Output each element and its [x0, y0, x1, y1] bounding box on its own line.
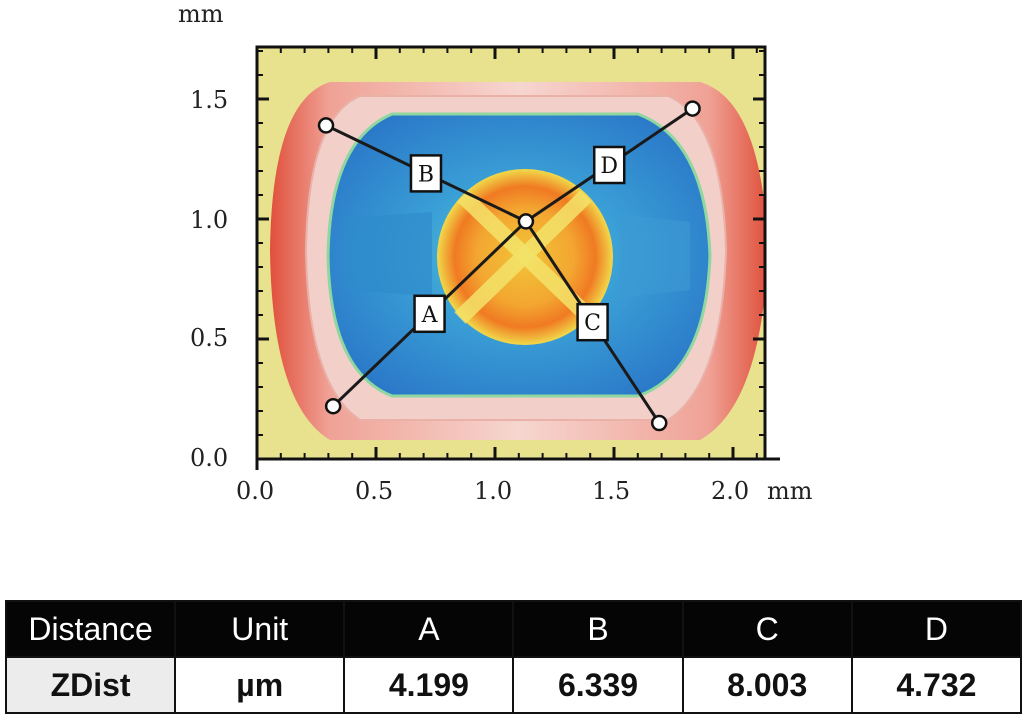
row-label: ZDist: [4, 656, 177, 714]
y-tick-label: 0.0: [190, 444, 228, 472]
table-header-row: Distance Unit A B C D: [4, 600, 1023, 658]
profile-a-tag-box: [413, 294, 446, 334]
value-c: 8.003: [681, 656, 853, 714]
profile-d-endpoint-handle[interactable]: [684, 100, 701, 117]
plot-frame: [255, 45, 780, 470]
height-map-figure: mm 1.5 1.0 0.5 0.0 0.0 0.5 1.0 1.5 2.0 m…: [178, 0, 813, 505]
measurement-table: Distance Unit A B C D ZDist µm 4.199 6.3…: [4, 600, 1023, 714]
x-tick-label: 0.0: [236, 477, 274, 505]
header-c: C: [681, 600, 853, 658]
major-ticks: [255, 47, 765, 461]
center-handle[interactable]: [517, 213, 535, 230]
profile-d-tag-label: D: [600, 154, 618, 179]
header-a: A: [343, 600, 515, 658]
x-unit-label: mm: [767, 477, 813, 505]
profile-d-tag-box: [592, 145, 626, 185]
x-tick-labels: 0.0 0.5 1.0 1.5 2.0: [236, 477, 749, 505]
x-tick-label: 0.5: [355, 477, 393, 505]
value-b: 6.339: [512, 656, 684, 714]
y-tick-labels: 1.5 1.0 0.5 0.0: [190, 86, 228, 472]
header-d: D: [850, 600, 1023, 658]
profile-b-endpoint-handle[interactable]: [317, 117, 335, 134]
value-d: 4.732: [850, 656, 1023, 714]
profile-c-tag-box: [576, 302, 609, 342]
left-channel: [344, 212, 432, 296]
x-tick-label: 1.5: [592, 477, 630, 505]
header-b: B: [512, 600, 684, 658]
y-tick-label: 1.5: [190, 86, 228, 114]
value-a: 4.199: [343, 656, 515, 714]
y-unit-label: mm: [178, 0, 224, 28]
minor-ticks: [257, 47, 765, 459]
profile-b-tag-label: B: [418, 162, 434, 187]
y-tick-label: 0.5: [190, 324, 228, 352]
row-unit: µm: [174, 656, 346, 714]
profile-b-tag-box: [409, 154, 443, 193]
profile-c-tag-label: C: [584, 311, 601, 336]
x-tick-label: 1.0: [474, 477, 512, 505]
profile-a-endpoint-handle[interactable]: [324, 397, 342, 415]
right-channel: [620, 214, 690, 298]
header-unit: Unit: [174, 600, 346, 658]
profile-lines: A B C D: [317, 100, 701, 432]
y-tick-label: 1.0: [190, 206, 228, 234]
profile-c-endpoint-handle[interactable]: [650, 414, 668, 432]
x-tick-label: 2.0: [711, 477, 749, 505]
table-row: ZDist µm 4.199 6.339 8.003 4.732: [4, 656, 1023, 714]
center-cross-2: [454, 190, 592, 324]
header-distance: Distance: [4, 600, 177, 658]
profile-a-tag-label: A: [421, 303, 439, 328]
